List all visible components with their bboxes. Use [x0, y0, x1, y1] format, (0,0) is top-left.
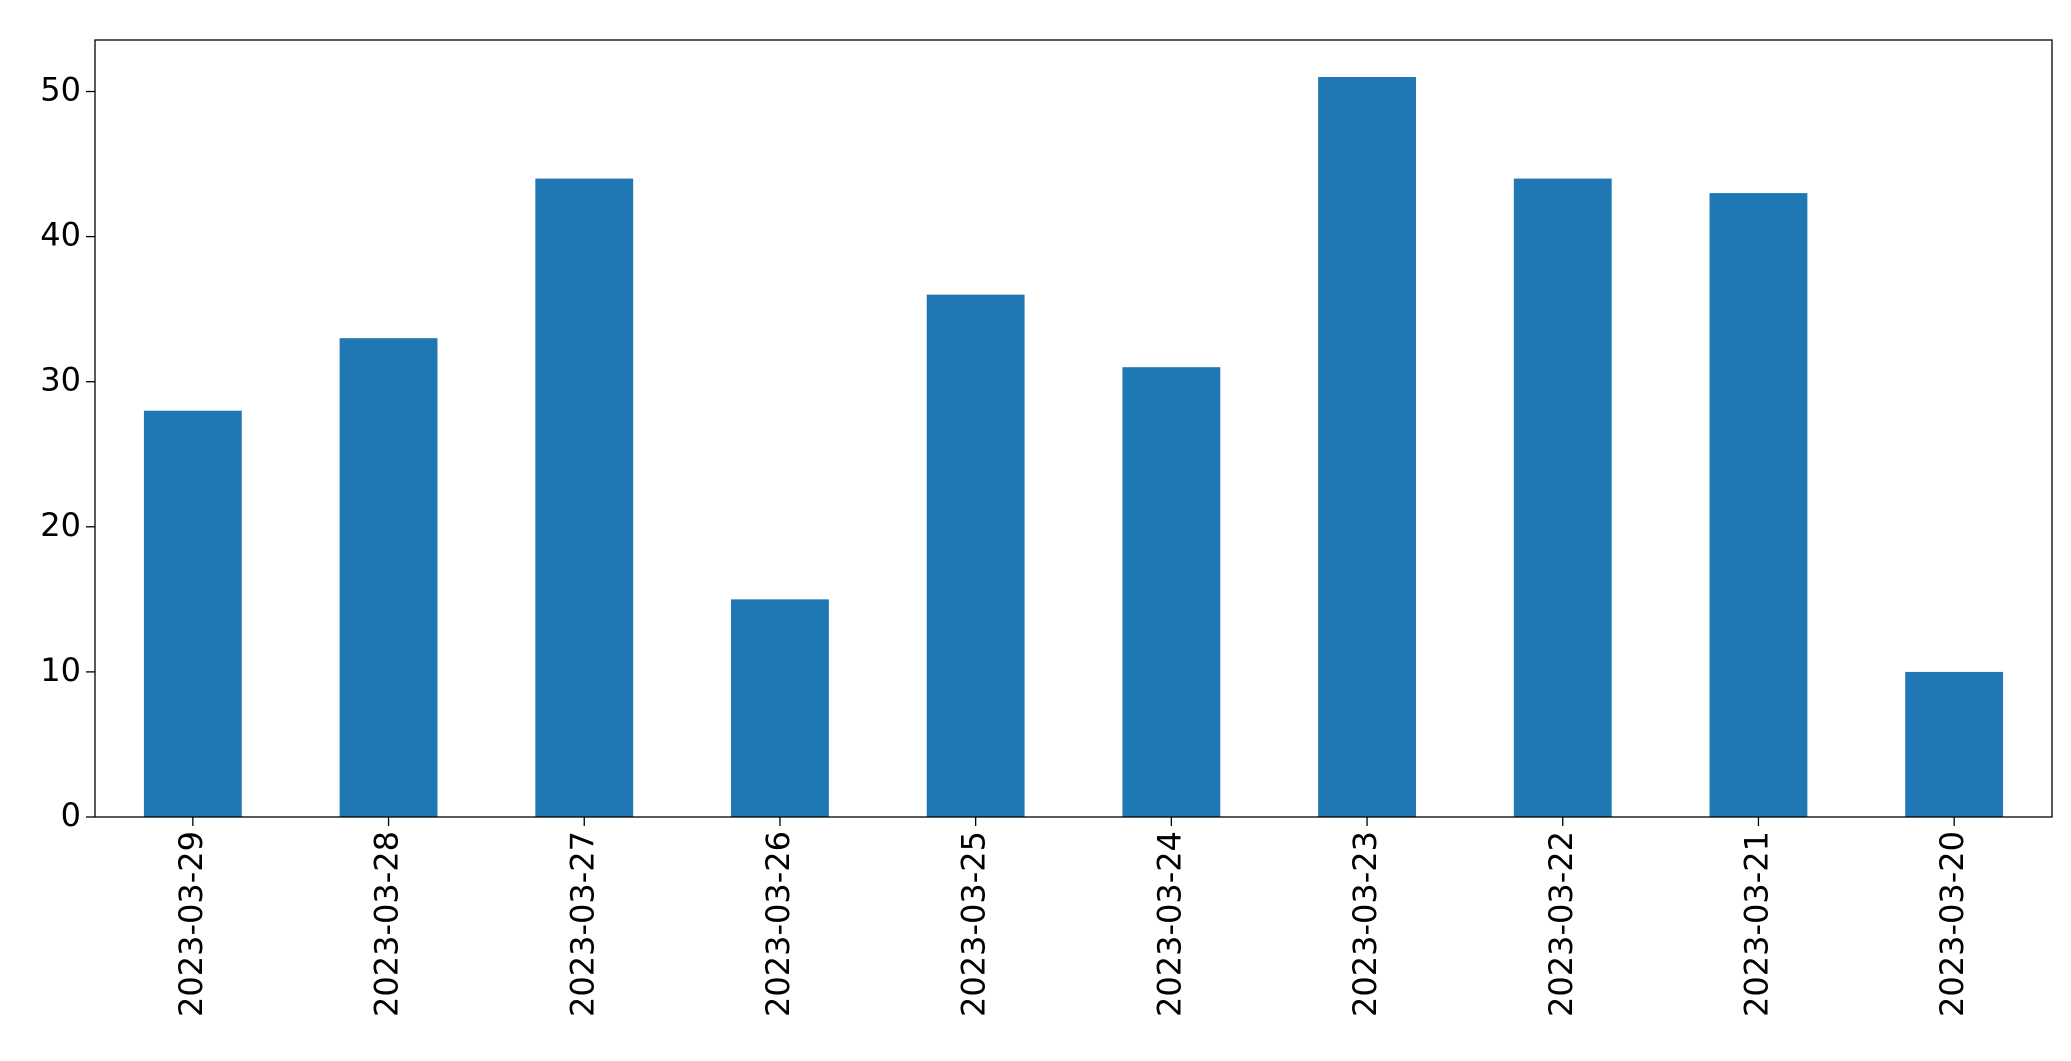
x-tick-label: 2023-03-27	[563, 831, 601, 1017]
bar	[143, 410, 242, 817]
bar	[1905, 671, 2004, 817]
x-tick-label: 2023-03-26	[759, 831, 797, 1017]
x-tick-label: 2023-03-21	[1737, 831, 1775, 1017]
y-tick-label: 50	[40, 71, 81, 109]
y-tick-label: 40	[40, 216, 81, 254]
x-tick-label: 2023-03-24	[1150, 831, 1188, 1017]
bar	[339, 338, 438, 817]
x-tick-label: 2023-03-22	[1542, 831, 1580, 1017]
plot-frame	[94, 39, 2053, 818]
x-tick-label: 2023-03-25	[955, 831, 993, 1017]
bar	[1709, 193, 1808, 817]
x-tick-label: 2023-03-28	[368, 831, 406, 1017]
y-tick-label: 0	[61, 796, 81, 834]
bar	[731, 599, 829, 817]
y-tick-label: 20	[40, 506, 81, 544]
y-tick-label: 10	[40, 651, 81, 689]
y-tick-label: 30	[40, 361, 81, 399]
bar	[1513, 178, 1612, 818]
bar	[535, 178, 634, 818]
x-tick-label: 2023-03-23	[1346, 831, 1384, 1017]
x-tick-label: 2023-03-29	[172, 831, 210, 1017]
bar	[926, 294, 1025, 817]
x-tick-label: 2023-03-20	[1933, 831, 1971, 1017]
bar	[1318, 77, 1416, 817]
bar	[1122, 367, 1221, 817]
